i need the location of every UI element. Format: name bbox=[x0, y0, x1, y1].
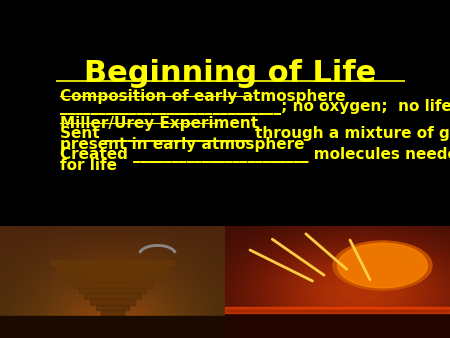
Circle shape bbox=[333, 241, 432, 290]
Text: Created _______________________ molecules needed: Created _______________________ molecule… bbox=[60, 147, 450, 163]
Text: Miller/Urey Experiment: Miller/Urey Experiment bbox=[60, 116, 258, 131]
Text: for life: for life bbox=[60, 158, 117, 173]
Circle shape bbox=[338, 243, 428, 288]
Text: present in early atmosphere: present in early atmosphere bbox=[60, 137, 304, 152]
Text: Beginning of Life: Beginning of Life bbox=[85, 59, 377, 88]
Text: _____________________________; no oxygen;  no life: _____________________________; no oxygen… bbox=[60, 99, 450, 115]
Text: Composition of early atmosphere: Composition of early atmosphere bbox=[60, 89, 345, 104]
Text: Sent ___________________ through a mixture of gases: Sent ___________________ through a mixtu… bbox=[60, 126, 450, 142]
